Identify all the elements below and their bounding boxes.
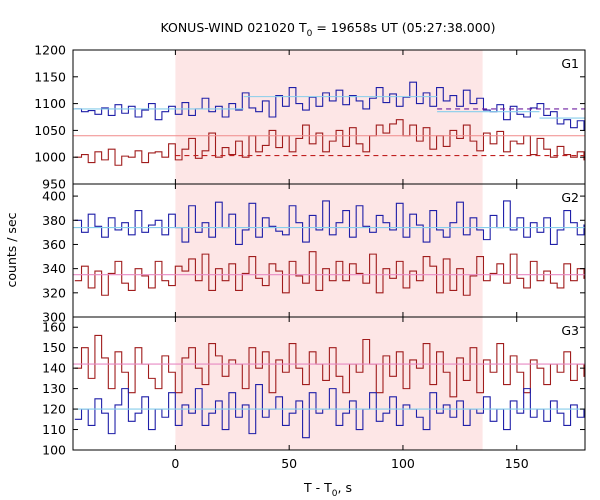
series-1-step-line [74, 81, 585, 131]
panel-plot-area [73, 81, 585, 166]
y-tick-label: 340 [42, 261, 66, 276]
y-tick-label: 360 [42, 237, 66, 252]
x-tick-label: 150 [505, 456, 529, 471]
series-2-step-line [74, 251, 585, 296]
y-tick-label: 300 [42, 310, 66, 325]
y-tick-label: 1150 [34, 69, 66, 84]
panel-label: G1 [561, 56, 579, 71]
y-tick-label: 120 [42, 402, 66, 417]
y-tick-label: 1200 [34, 43, 66, 58]
series-2-step-line [74, 119, 585, 166]
y-axis-label: counts / sec [4, 212, 19, 287]
y-tick-label: 1050 [34, 123, 66, 138]
y-tick-label: 130 [42, 381, 66, 396]
panel-plot-area [73, 334, 585, 439]
y-tick-label: 110 [42, 422, 66, 437]
y-tick-label: 1000 [34, 150, 66, 165]
y-tick-label: 320 [42, 285, 66, 300]
chart-title: KONUS-WIND 021020 T0 = 19658s UT (05:27:… [160, 20, 495, 39]
x-tick-label: 0 [171, 456, 179, 471]
y-tick-label: 1100 [34, 96, 66, 111]
panel-label: G3 [561, 323, 579, 338]
panel-g3: 100 110 120 130 140 150 160 G3 [42, 316, 586, 458]
x-tick-label: 100 [391, 456, 415, 471]
fit-line-1 [73, 96, 585, 119]
x-axis-label: T - T0, s [303, 480, 352, 499]
series-1-step-line [74, 200, 585, 245]
series-1-step-line [74, 334, 585, 398]
y-tick-label: 140 [42, 361, 66, 376]
y-tick-label: 160 [42, 320, 66, 335]
y-tick-label: 100 [42, 443, 66, 458]
x-tick-label: 50 [281, 456, 297, 471]
y-tick-label: 400 [42, 189, 66, 204]
y-tick-label: 950 [42, 177, 66, 192]
panel-frame [72, 316, 586, 451]
y-tick-label: 150 [42, 340, 66, 355]
series-2-step-line [74, 383, 585, 439]
panel-g1: 950 1000 1050 1100 1150 1200 G1 [34, 43, 586, 192]
panel-label: G2 [561, 190, 579, 205]
y-tick-label: 380 [42, 213, 66, 228]
panels: 95010001050110011501200G1300320340360380… [34, 43, 586, 471]
panel-plot-area [73, 200, 585, 296]
